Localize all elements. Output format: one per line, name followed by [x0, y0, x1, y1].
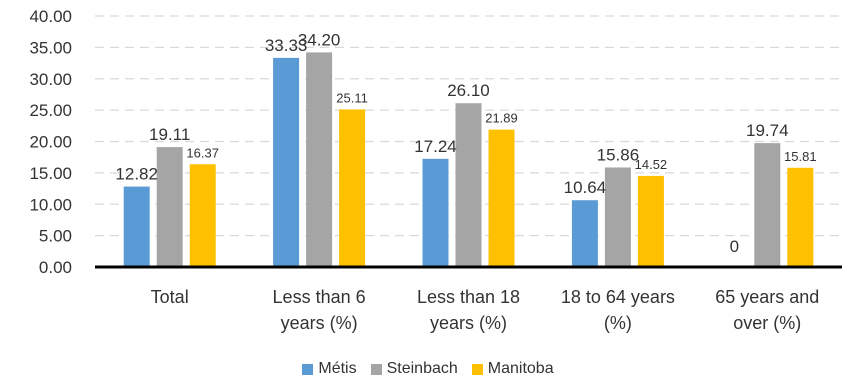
bars	[123, 52, 814, 268]
y-tick-label: 0.00	[39, 258, 72, 277]
x-category-line: 18 to 64 years	[561, 287, 675, 307]
legend-item: Steinbach	[370, 360, 458, 378]
bar	[339, 109, 366, 267]
x-category-line: 65 years and	[715, 287, 819, 307]
legend-label: Métis	[318, 360, 357, 377]
y-tick-label: 10.00	[29, 195, 72, 214]
data-label: 16.37	[186, 145, 219, 160]
legend-swatch	[302, 363, 314, 375]
data-label: 33.33	[265, 36, 308, 55]
legend-label: Manitoba	[487, 360, 554, 377]
bar	[787, 167, 814, 267]
x-category-line: (%)	[604, 313, 632, 333]
legend-swatch	[370, 363, 382, 375]
y-tick-label: 25.00	[29, 101, 72, 120]
legend-item: Métis	[302, 360, 357, 378]
x-category-line: years (%)	[281, 313, 358, 333]
data-label: 0	[730, 237, 739, 256]
x-category-label: Total	[151, 287, 189, 307]
gridlines	[95, 15, 842, 237]
x-category-label: Less than 18 years (%)	[417, 287, 520, 333]
x-category-label: Less than 6 years (%)	[273, 287, 366, 333]
x-category-line: Less than 6	[273, 287, 366, 307]
bar	[273, 57, 300, 268]
bar	[604, 167, 631, 267]
data-label: 14.52	[635, 157, 668, 172]
data-label: 12.82	[115, 165, 158, 184]
bar	[637, 175, 664, 267]
bar	[754, 143, 781, 267]
bar	[455, 103, 482, 267]
bar	[571, 200, 598, 267]
y-tick-label: 40.00	[29, 7, 72, 26]
bar	[422, 158, 449, 267]
data-label: 19.74	[746, 121, 789, 140]
bar	[306, 52, 333, 267]
bar	[189, 164, 216, 267]
x-category-line: Less than 18	[417, 287, 520, 307]
legend-item: Manitoba	[471, 360, 554, 378]
legend-swatch	[471, 363, 483, 375]
x-category-line: Total	[151, 287, 189, 307]
x-category-label: 65 years and over (%)	[715, 287, 819, 333]
y-tick-label: 20.00	[29, 133, 72, 152]
x-category-line: years (%)	[430, 313, 507, 333]
bar	[156, 147, 183, 267]
bar	[123, 186, 150, 267]
x-category-line: over (%)	[733, 313, 801, 333]
y-tick-label: 35.00	[29, 38, 72, 57]
bar-chart: 0.00 5.00 10.00 15.00 20.00 25.00 30.00 35.00 40…	[29, 7, 842, 333]
data-label: 10.64	[564, 178, 607, 197]
data-label: 25.11	[336, 90, 368, 105]
legend: Métis Steinbach Manitoba	[0, 360, 856, 378]
data-label: 17.24	[414, 137, 457, 156]
y-axis-ticks: 0.00 5.00 10.00 15.00 20.00 25.00 30.00 35.00 40…	[29, 7, 72, 277]
legend-label: Steinbach	[386, 360, 458, 377]
data-label: 34.20	[298, 30, 341, 49]
data-label: 15.86	[597, 145, 640, 164]
data-label: 15.81	[784, 149, 817, 164]
data-label: 26.10	[447, 81, 490, 100]
x-axis-categories: Total Less than 6 years (%) Less than 18 yea…	[151, 287, 820, 333]
y-tick-label: 15.00	[29, 164, 72, 183]
data-label: 21.89	[485, 111, 518, 126]
x-category-label: 18 to 64 years (%)	[561, 287, 675, 333]
bar	[488, 129, 515, 267]
y-tick-label: 5.00	[39, 227, 72, 246]
y-tick-label: 30.00	[29, 70, 72, 89]
data-label: 19.11	[149, 125, 190, 144]
